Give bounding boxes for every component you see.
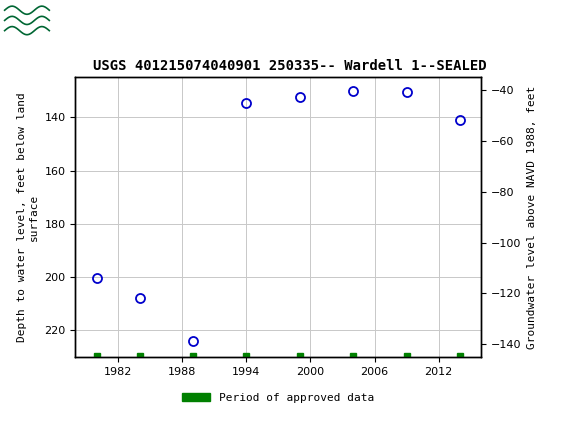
Legend: Period of approved data: Period of approved data [178, 388, 379, 407]
Y-axis label: Groundwater level above NAVD 1988, feet: Groundwater level above NAVD 1988, feet [527, 86, 537, 349]
Y-axis label: Depth to water level, feet below land
surface: Depth to water level, feet below land su… [17, 92, 39, 342]
Text: USGS: USGS [55, 12, 110, 29]
Text: USGS 401215074040901 250335-- Wardell 1--SEALED: USGS 401215074040901 250335-- Wardell 1-… [93, 59, 487, 73]
